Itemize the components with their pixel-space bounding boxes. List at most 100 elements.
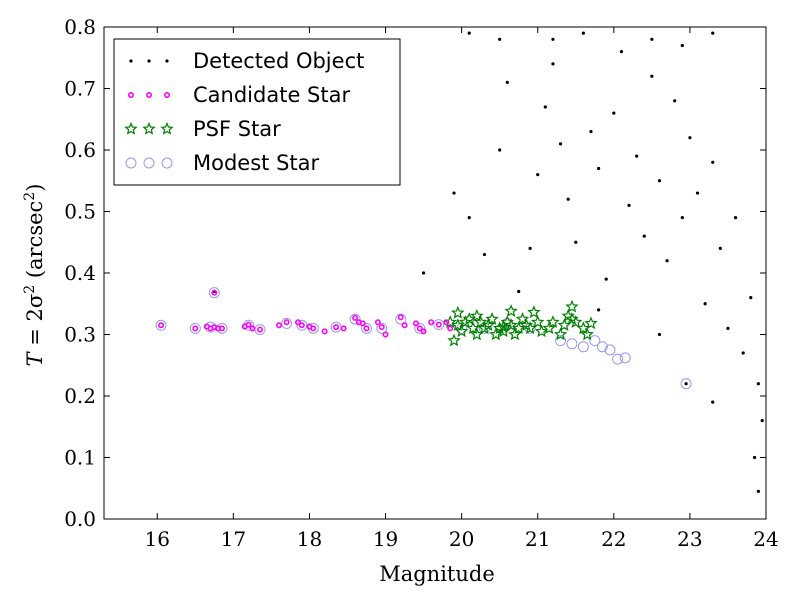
modest-star-point xyxy=(189,322,201,334)
x-tick-label: 19 xyxy=(373,527,398,551)
psf-star-point xyxy=(485,312,499,325)
psf-star-point xyxy=(565,312,579,325)
psf-star-point xyxy=(504,318,518,331)
candidate-star-point xyxy=(245,321,252,328)
detected-object-point xyxy=(680,43,684,48)
detected-object-point xyxy=(756,382,760,386)
legend-label-detected-object: Detected Object xyxy=(193,49,364,73)
legend-label-modest-star: Modest Star xyxy=(193,151,319,175)
x-tick-label: 22 xyxy=(601,527,626,551)
modest-star-point xyxy=(296,319,308,331)
candidate-star-point xyxy=(397,314,404,321)
legend-marker-psf-star xyxy=(160,121,174,135)
psf-star-point xyxy=(477,321,492,335)
psf-star-point xyxy=(489,327,503,341)
y-tick-label: 0.2 xyxy=(64,384,96,408)
y-tick-label: 0.6 xyxy=(64,138,96,162)
detected-object-point xyxy=(665,259,669,263)
detected-object-point xyxy=(619,50,624,54)
modest-star-point xyxy=(330,321,342,333)
candidate-star-point xyxy=(283,319,290,326)
modest-star-point xyxy=(604,344,616,356)
y-axis: 0.0 0.1 0.2 0.3 0.4 0.5 0.6 0.7 0.8 xyxy=(64,15,766,531)
modest-star-point xyxy=(589,335,601,347)
candidate-star-point xyxy=(416,325,423,332)
candidate-star-point xyxy=(378,324,385,331)
legend: Detected Object Candidate Star PSF Star Mod… xyxy=(113,38,401,186)
detected-object-point xyxy=(684,382,688,386)
y-axis-label: T = 2σ2 (arcsec2) xyxy=(22,184,47,367)
modest-star-point xyxy=(349,313,361,325)
legend-marker-candidate-star xyxy=(146,92,153,99)
x-tick-label: 21 xyxy=(525,527,550,551)
psf-star-point xyxy=(473,315,488,328)
detected-object-point xyxy=(688,136,692,140)
detected-object-point xyxy=(589,129,593,134)
psf-star-point xyxy=(470,308,484,322)
candidate-star-point xyxy=(298,322,305,329)
detected-object-point xyxy=(650,74,654,78)
candidate-star-point xyxy=(211,289,218,296)
legend-marker-detected-object xyxy=(147,59,151,63)
psf-star-point xyxy=(565,299,579,313)
detected-object-point xyxy=(498,37,502,41)
modest-star-point xyxy=(433,319,445,331)
detected-object-point xyxy=(726,326,730,330)
psf-star-point xyxy=(515,312,530,325)
detected-object-point xyxy=(517,289,521,294)
candidate-star-point xyxy=(374,319,381,326)
detected-object-point xyxy=(596,166,601,171)
detected-object-point xyxy=(711,160,715,164)
candidate-star-point xyxy=(412,320,419,327)
detected-object-point xyxy=(635,154,639,158)
detected-object-point xyxy=(642,234,646,238)
psf-star-point xyxy=(481,318,495,331)
psf-star-point xyxy=(553,327,568,341)
psf-star-point xyxy=(542,321,556,335)
modest-star-point xyxy=(680,378,692,390)
candidate-star-point xyxy=(321,328,328,335)
x-tick-label: 24 xyxy=(753,527,778,551)
detected-object-point xyxy=(650,37,654,41)
candidate-star-point xyxy=(218,325,225,332)
detected-object-point xyxy=(657,332,662,337)
psf-star-point xyxy=(508,327,522,341)
candidate-star-point xyxy=(382,331,389,338)
legend-marker-psf-star xyxy=(142,121,156,135)
x-tick-label: 20 xyxy=(449,527,474,551)
psf-star-point xyxy=(511,321,526,335)
legend-label-psf-star: PSF Star xyxy=(193,117,281,141)
x-axis: 16 17 18 19 20 21 22 23 24 xyxy=(145,27,779,551)
psf-star-point xyxy=(462,312,476,325)
modest-star-point xyxy=(619,352,631,364)
psf-star-point xyxy=(527,305,541,319)
candidate-star-point xyxy=(295,319,302,326)
detected-object-point xyxy=(581,31,585,35)
detected-object-point xyxy=(452,191,456,195)
candidate-star-point xyxy=(359,320,366,327)
detected-object-point xyxy=(505,80,509,84)
detected-object-point xyxy=(558,142,563,146)
data-points xyxy=(155,31,764,493)
psf-star-point xyxy=(534,324,549,338)
candidate-star-point xyxy=(443,319,450,326)
candidate-star-point xyxy=(249,325,256,332)
candidate-star-point xyxy=(310,325,317,332)
modest-star-point xyxy=(254,324,266,336)
candidate-star-point xyxy=(192,325,199,332)
y-tick-label: 0.0 xyxy=(64,507,96,531)
legend-marker-modest-star xyxy=(161,157,173,169)
x-tick-label: 17 xyxy=(221,527,246,551)
detected-object-point xyxy=(752,455,757,460)
detected-object-point xyxy=(673,99,677,103)
legend-marker-candidate-star xyxy=(128,92,135,99)
detected-object-point xyxy=(627,203,631,207)
legend-marker-detected-object xyxy=(129,59,133,63)
detected-object-point xyxy=(718,246,722,250)
psf-star-point xyxy=(447,333,461,347)
psf-star-point xyxy=(451,305,465,319)
candidate-star-point xyxy=(333,324,340,331)
y-tick-label: 0.5 xyxy=(64,200,96,224)
candidate-star-point xyxy=(420,328,427,335)
detected-object-point xyxy=(543,105,547,109)
